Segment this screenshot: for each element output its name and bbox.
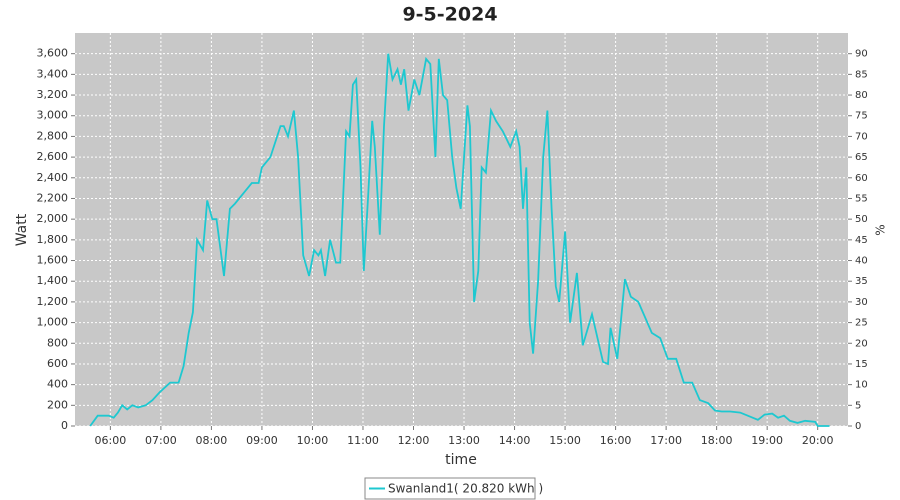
x-tick-label: 15:00 [549, 434, 581, 447]
y2-tick-label: 70 [855, 131, 868, 142]
y2-tick-label: 90 [855, 49, 868, 60]
y2-tick-label: 5 [855, 400, 861, 411]
y2-tick-label: 85 [855, 69, 868, 80]
y-tick-label: 800 [47, 336, 68, 349]
chart-title: 9-5-2024 [402, 4, 497, 26]
y2-tick-label: 10 [855, 380, 868, 391]
y-tick-label: 3,000 [37, 109, 69, 122]
x-tick-label: 19:00 [751, 434, 783, 447]
x-tick-label: 18:00 [701, 434, 733, 447]
x-tick-label: 06:00 [95, 434, 127, 447]
x-tick-label: 13:00 [448, 434, 480, 447]
y-tick-label: 600 [47, 357, 68, 370]
y2-tick-label: 75 [855, 111, 868, 122]
x-tick-label: 17:00 [650, 434, 682, 447]
x-tick-label: 20:00 [802, 434, 834, 447]
y-axis-label: Watt [14, 213, 30, 246]
y2-axis-label: % [874, 224, 888, 235]
y-tick-label: 0 [61, 419, 68, 432]
legend-label: Swanland1( 20.820 kWh ) [388, 482, 543, 496]
x-tick-label: 16:00 [600, 434, 632, 447]
y-tick-label: 1,400 [37, 274, 69, 287]
x-axis-label: time [445, 452, 477, 468]
y-tick-label: 200 [47, 398, 68, 411]
y2-tick-label: 35 [855, 276, 868, 287]
y-tick-label: 1,000 [37, 316, 69, 329]
y2-tick-label: 45 [855, 235, 868, 246]
y-tick-label: 1,800 [37, 233, 69, 246]
x-tick-label: 07:00 [145, 434, 177, 447]
y-tick-label: 3,400 [37, 67, 69, 80]
plot-area [75, 33, 848, 426]
y2-tick-label: 55 [855, 193, 868, 204]
x-tick-label: 14:00 [499, 434, 531, 447]
y-tick-label: 2,400 [37, 171, 69, 184]
x-tick-label: 08:00 [196, 434, 228, 447]
y-tick-label: 2,600 [37, 150, 69, 163]
x-tick-label: 12:00 [398, 434, 430, 447]
x-tick-label: 09:00 [246, 434, 278, 447]
x-tick-label: 10:00 [297, 434, 329, 447]
y-tick-label: 2,200 [37, 191, 69, 204]
x-tick-label: 11:00 [347, 434, 379, 447]
y2-tick-label: 60 [855, 173, 868, 184]
series-line [89, 53, 830, 427]
y2-tick-label: 30 [855, 297, 868, 308]
y-tick-label: 1,200 [37, 295, 69, 308]
y2-tick-label: 65 [855, 152, 868, 163]
y2-tick-label: 50 [855, 214, 868, 225]
y2-tick-label: 80 [855, 90, 868, 101]
y-tick-label: 3,600 [37, 47, 69, 60]
y2-tick-label: 15 [855, 359, 868, 370]
y-tick-label: 400 [47, 378, 68, 391]
y-tick-label: 3,200 [37, 88, 69, 101]
y-tick-label: 2,800 [37, 129, 69, 142]
legend [364, 477, 536, 500]
y-tick-label: 2,000 [37, 212, 69, 225]
y2-tick-label: 25 [855, 318, 868, 329]
y2-tick-label: 40 [855, 256, 868, 267]
y-tick-label: 1,600 [37, 254, 69, 267]
y2-tick-label: 0 [855, 421, 861, 432]
y2-tick-label: 20 [855, 338, 868, 349]
